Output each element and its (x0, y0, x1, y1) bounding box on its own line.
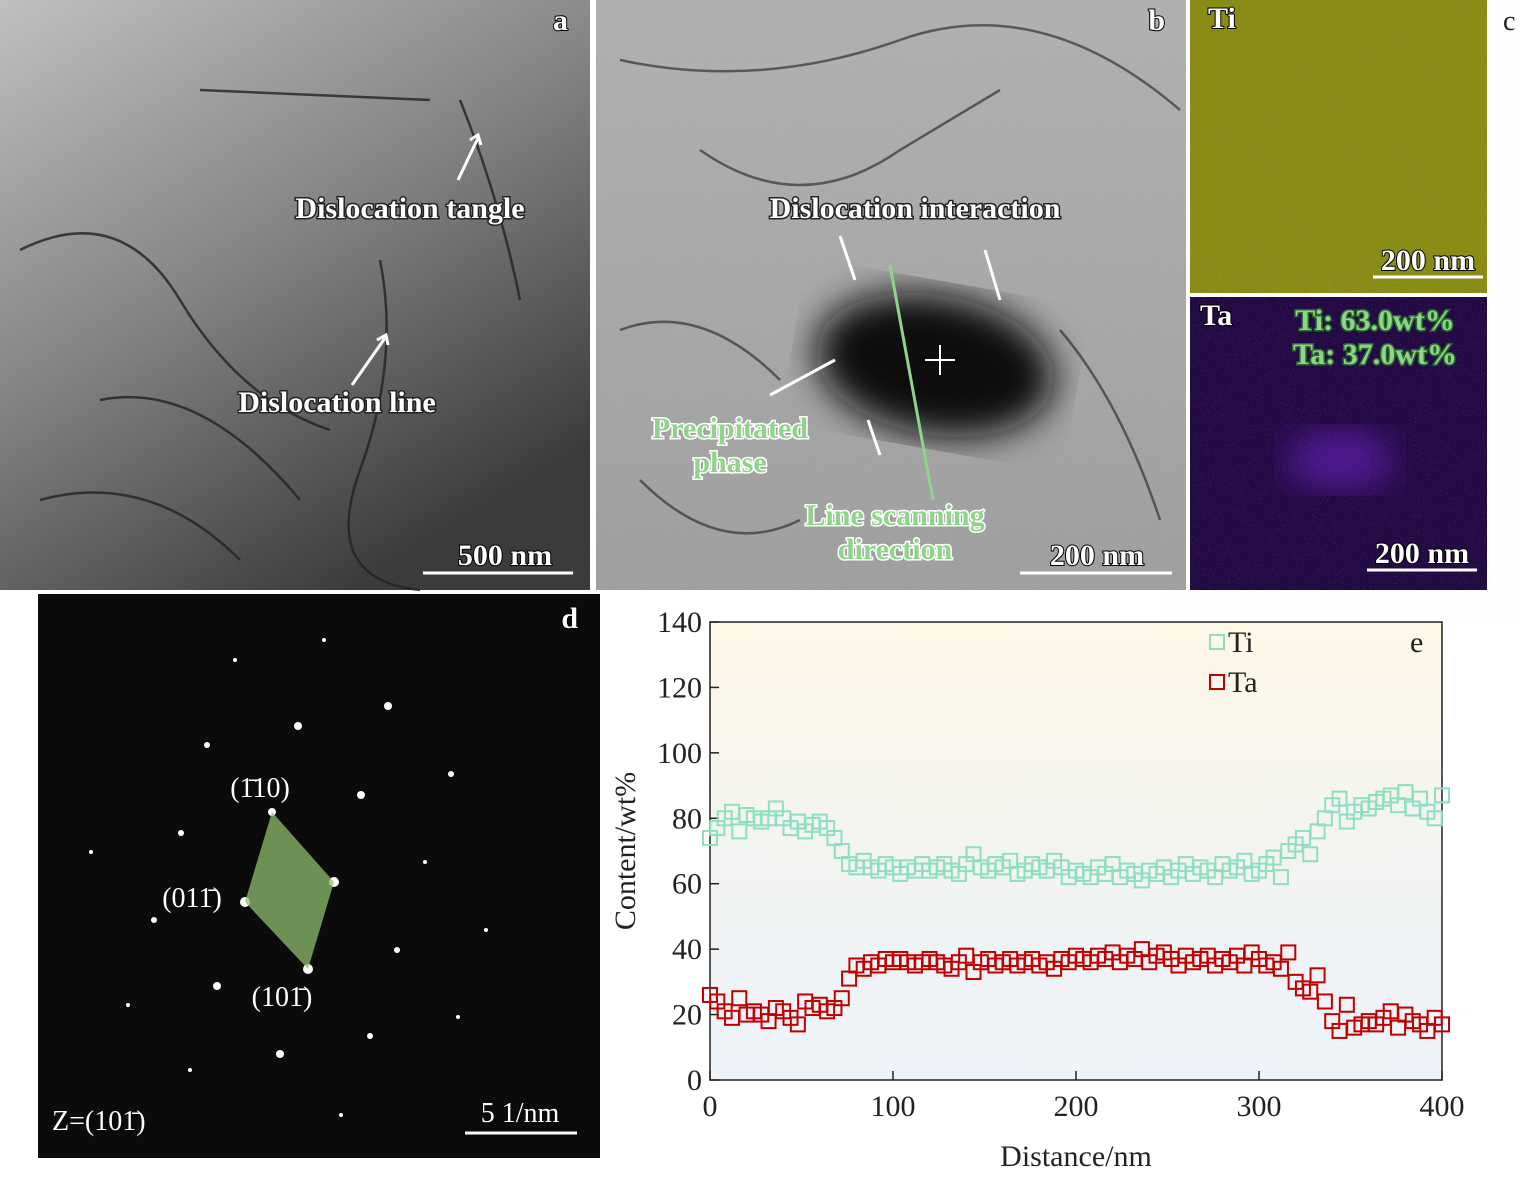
scale-bar-label: 200 nm (1050, 539, 1144, 572)
y-tick-label: 80 (672, 802, 702, 835)
panel-label: c (1503, 6, 1515, 37)
marker (731, 823, 748, 840)
annotation: Line scanning (805, 499, 984, 532)
element-label: Ta (1200, 299, 1232, 332)
annotation: Dislocation tangle (295, 192, 524, 225)
x-tick-label: 400 (1420, 1090, 1465, 1123)
marker (1331, 790, 1348, 807)
panel-label: b (1148, 4, 1165, 37)
element-label: Ti (1208, 2, 1236, 35)
scale-bar-label: 5 1/nm (481, 1098, 560, 1129)
y-tick-label: 100 (657, 737, 702, 770)
composition: Ta: 37.0wt% (1293, 338, 1457, 371)
marker (1272, 869, 1289, 886)
panel-label: a (553, 4, 568, 37)
panel-label: d (561, 602, 578, 635)
y-tick-label: 40 (672, 933, 702, 966)
panel-c: Ti 200 nm Ta Ti: 63.0wt% Ta: 37.0wt% 200… (1190, 0, 1515, 590)
x-tick-label: 200 (1054, 1090, 1099, 1123)
annotation: Dislocation interaction (770, 192, 1061, 225)
miller-index: (011̄) (162, 883, 222, 914)
marker (1338, 996, 1355, 1013)
miller-index: (1̄10) (230, 773, 290, 804)
y-tick-label: 0 (687, 1064, 702, 1097)
legend-label: Ti (1228, 626, 1254, 659)
y-tick-label: 120 (657, 671, 702, 704)
marker (833, 990, 850, 1007)
zone-axis: Z=(101̄) (52, 1106, 146, 1137)
marker (1302, 846, 1319, 863)
scale-bar-label: 500 nm (458, 539, 552, 572)
x-tick-label: 300 (1237, 1090, 1282, 1123)
marker (731, 990, 748, 1007)
x-tick-label: 100 (871, 1090, 916, 1123)
annotation: direction (838, 533, 953, 566)
annotation: Dislocation line (238, 386, 436, 419)
miller-index: (101̄) (252, 982, 313, 1013)
x-tick-label: 0 (703, 1090, 718, 1123)
panel-d: (1̄10) (011̄) (101̄) Z=(101̄) d 5 1/nm (38, 594, 600, 1158)
y-tick-label: 60 (672, 868, 702, 901)
marker (1280, 944, 1297, 961)
marker (1434, 1016, 1450, 1033)
marker (1316, 993, 1333, 1010)
y-axis-label: Content/wt% (609, 772, 642, 930)
marker (1302, 983, 1319, 1000)
annotation: phase (693, 446, 766, 479)
x-axis-label: Distance/nm (1000, 1140, 1152, 1173)
annotation: Precipitated (652, 412, 808, 445)
legend-label: Ta (1228, 666, 1258, 699)
marker (1434, 787, 1450, 804)
chart: 0 100 200 300 400 0 20 40 60 80 100 120 140 Distance/… (609, 606, 1465, 1173)
marker (1309, 967, 1326, 984)
panel-label: e (1410, 626, 1423, 659)
legend-marker (1209, 634, 1225, 650)
y-tick-label: 20 (672, 999, 702, 1032)
scale-bar-label: 200 nm (1375, 537, 1469, 570)
panel-b: Dislocation interaction Precipitated pha… (596, 0, 1186, 590)
legend-marker (1209, 674, 1225, 690)
marker (1426, 810, 1443, 827)
scale-bar-label: 200 nm (1381, 244, 1475, 277)
marker (1272, 960, 1289, 977)
marker (789, 1016, 806, 1033)
composition: Ti: 63.0wt% (1295, 304, 1454, 337)
y-tick-label: 140 (657, 606, 702, 639)
panel-a: Dislocation tangle Dislocation line a 50… (0, 0, 590, 592)
